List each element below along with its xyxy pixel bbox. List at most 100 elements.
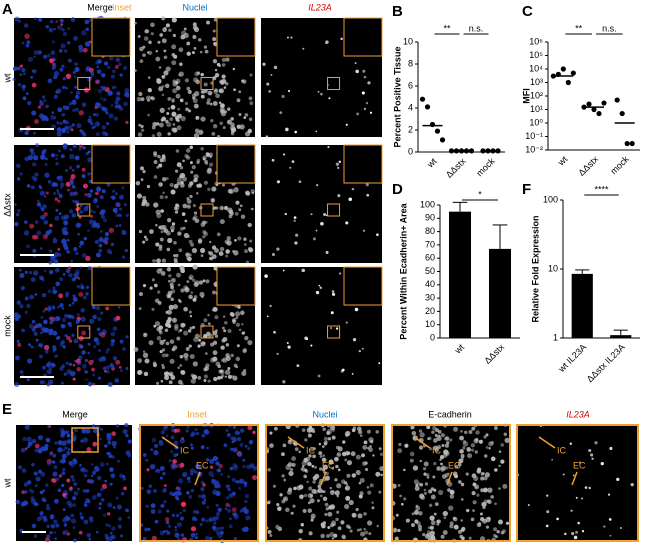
cell	[200, 445, 205, 450]
cell	[369, 445, 372, 448]
cell	[53, 465, 58, 470]
cell	[319, 286, 322, 290]
cell	[231, 491, 236, 496]
cell	[484, 454, 488, 458]
cell	[103, 218, 107, 223]
cell	[301, 465, 305, 468]
cell	[42, 365, 46, 370]
cell	[475, 430, 480, 435]
cell	[44, 172, 50, 178]
cell	[166, 309, 173, 315]
cell	[171, 127, 175, 132]
cell	[57, 440, 63, 446]
cell	[202, 235, 206, 239]
cell	[57, 305, 60, 309]
cell	[226, 433, 231, 438]
cell	[53, 70, 60, 77]
cell	[214, 334, 219, 338]
cell	[45, 537, 50, 543]
cell	[87, 351, 91, 355]
cell	[55, 208, 59, 212]
cell	[301, 268, 306, 273]
cell	[205, 363, 210, 368]
cell	[556, 517, 559, 521]
cell	[114, 100, 119, 105]
cell	[493, 533, 497, 538]
cell	[161, 353, 166, 358]
cell	[460, 528, 465, 532]
cell	[223, 205, 229, 211]
cell	[188, 274, 194, 280]
cell	[151, 535, 157, 541]
cell	[94, 239, 99, 244]
cell	[224, 369, 231, 375]
cell	[153, 175, 158, 179]
cell	[232, 512, 238, 517]
cell	[167, 132, 171, 136]
cell	[369, 111, 373, 114]
cell	[281, 474, 285, 478]
cell	[162, 191, 165, 195]
cell	[150, 32, 154, 36]
cell	[367, 446, 370, 450]
cell	[168, 28, 172, 32]
cell	[441, 443, 445, 448]
cell	[168, 380, 173, 385]
y-tick-label: 0	[408, 146, 413, 156]
cell	[133, 21, 137, 25]
cell	[436, 435, 442, 441]
cell	[367, 490, 372, 495]
cell	[153, 450, 159, 456]
cell	[323, 436, 328, 441]
cell	[423, 461, 429, 467]
cell	[28, 271, 33, 275]
cell	[190, 378, 196, 384]
cell	[354, 307, 359, 312]
cell	[227, 188, 233, 194]
cell	[159, 158, 164, 163]
cell	[323, 213, 327, 216]
cell	[494, 502, 497, 506]
cell	[365, 101, 369, 105]
cell	[26, 358, 33, 364]
cell	[102, 238, 107, 243]
cell	[209, 162, 214, 167]
cell	[267, 467, 271, 472]
cell	[31, 234, 37, 240]
annotation: EC	[196, 460, 209, 470]
cell	[449, 494, 455, 499]
cell	[90, 474, 94, 478]
cell	[49, 316, 55, 322]
cell	[76, 316, 81, 321]
cell	[500, 443, 505, 447]
cell	[93, 345, 97, 349]
cell	[233, 537, 237, 541]
annotation: EC	[573, 460, 586, 470]
cell	[273, 65, 278, 70]
cell	[51, 111, 55, 114]
cell	[357, 513, 363, 519]
cell	[47, 307, 52, 312]
cell	[175, 149, 180, 153]
cell	[53, 254, 57, 259]
cell	[424, 533, 431, 539]
cell	[57, 317, 61, 321]
cell	[167, 97, 172, 101]
cell	[15, 212, 20, 217]
x-tick-label: wt	[452, 342, 466, 356]
cell	[358, 349, 361, 353]
cell	[185, 252, 190, 257]
cell	[302, 47, 305, 50]
cell	[306, 338, 309, 341]
cell	[96, 252, 101, 258]
cell	[56, 189, 60, 192]
cell	[176, 513, 180, 518]
cell	[159, 465, 165, 471]
cell	[54, 537, 57, 540]
cell	[318, 442, 322, 446]
cell	[404, 443, 409, 448]
cell	[483, 435, 487, 439]
cell	[196, 192, 199, 195]
cell	[62, 492, 67, 497]
cell	[61, 364, 65, 368]
